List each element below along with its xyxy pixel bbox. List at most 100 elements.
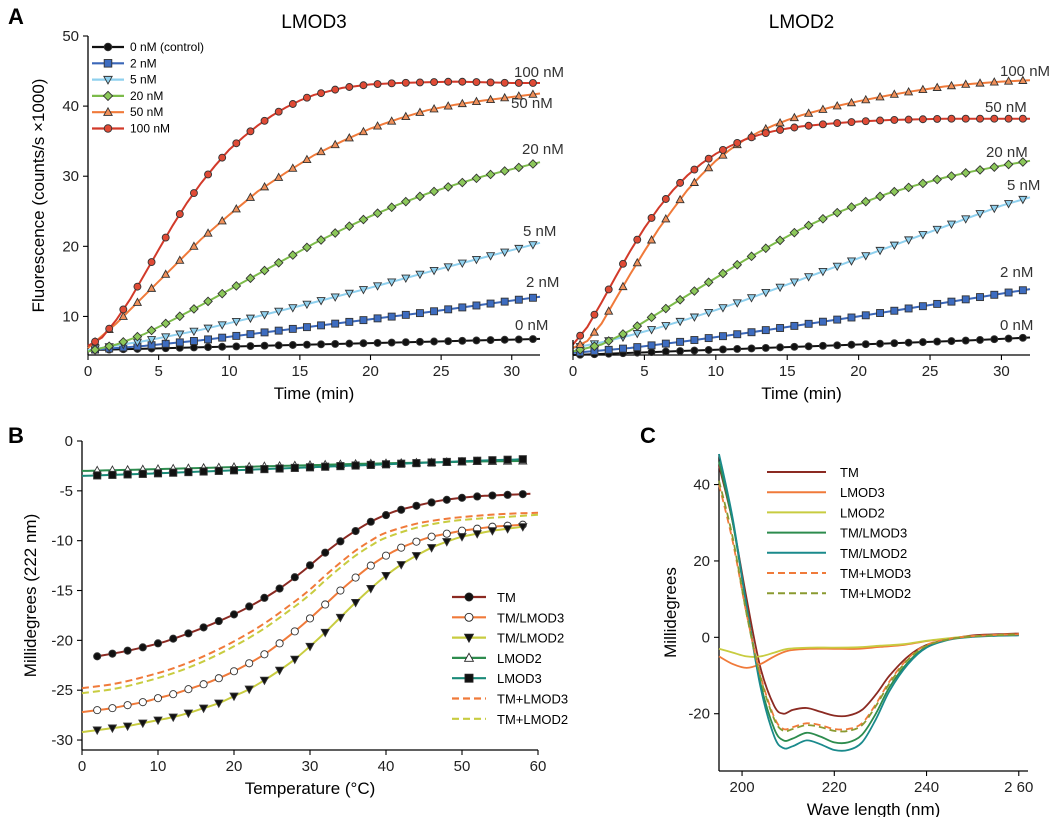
series-2-nm xyxy=(572,286,1031,357)
data-point xyxy=(472,301,481,310)
data-point xyxy=(138,643,147,652)
data-point xyxy=(415,78,424,87)
data-point xyxy=(245,602,254,611)
legend-label: TM/LMOD3 xyxy=(497,610,564,625)
data-point xyxy=(676,178,685,187)
data-point xyxy=(443,101,453,110)
data-point xyxy=(486,299,495,308)
data-point xyxy=(429,267,439,276)
data-point xyxy=(168,713,178,723)
data-point xyxy=(860,196,871,207)
data-point xyxy=(918,302,927,311)
data-point xyxy=(775,235,785,246)
legend-label: TM+LMOD2 xyxy=(497,712,568,727)
y-tick-label: -10 xyxy=(51,533,73,550)
data-point xyxy=(412,537,421,546)
data-point xyxy=(975,78,985,87)
data-point xyxy=(861,252,871,261)
data-point xyxy=(876,309,884,317)
data-point xyxy=(320,628,330,638)
data-point xyxy=(321,548,330,557)
data-point xyxy=(214,466,223,475)
data-point xyxy=(946,220,957,230)
data-point xyxy=(229,667,239,676)
y-tick-label: -15 xyxy=(51,583,73,600)
end-label: 2 nM xyxy=(1000,264,1033,281)
data-point xyxy=(123,470,132,479)
data-point xyxy=(184,468,193,477)
data-point xyxy=(217,215,227,225)
data-point xyxy=(199,680,208,689)
data-point xyxy=(426,544,437,553)
data-point xyxy=(632,257,642,267)
data-point xyxy=(618,281,628,291)
data-point xyxy=(214,699,224,709)
x-tick-label: 0 xyxy=(569,363,577,380)
data-point xyxy=(458,303,467,312)
data-point xyxy=(703,277,714,288)
data-point xyxy=(457,493,467,502)
data-point xyxy=(818,341,827,350)
data-point xyxy=(411,552,422,561)
series-line xyxy=(718,484,1019,731)
data-point xyxy=(1003,159,1014,170)
chart-title: LMOD2 xyxy=(769,12,834,33)
data-point xyxy=(500,248,510,257)
data-point xyxy=(245,314,256,324)
data-point xyxy=(321,462,330,471)
data-point xyxy=(316,297,326,306)
data-point xyxy=(732,299,742,308)
data-point xyxy=(632,321,643,331)
data-point xyxy=(747,133,756,142)
data-point xyxy=(732,259,743,270)
data-point xyxy=(160,318,171,329)
legend-label: LMOD3 xyxy=(840,485,885,500)
data-point xyxy=(503,490,512,499)
x-tick-label: 5 xyxy=(640,363,648,380)
data-point xyxy=(288,341,297,349)
data-point xyxy=(485,169,496,180)
y-tick-label: 40 xyxy=(693,477,710,494)
data-point xyxy=(514,79,523,87)
legend-swatch-marker xyxy=(103,124,113,133)
data-point xyxy=(486,78,495,87)
data-point xyxy=(918,338,927,347)
data-point xyxy=(499,166,510,176)
data-point xyxy=(833,315,842,324)
data-point xyxy=(718,268,728,279)
data-point xyxy=(473,492,482,501)
data-point xyxy=(676,337,685,346)
data-point xyxy=(458,336,467,345)
data-point xyxy=(217,288,228,299)
data-point xyxy=(146,283,157,292)
data-point xyxy=(471,255,482,265)
data-point xyxy=(904,115,913,124)
data-point xyxy=(485,94,496,104)
data-point xyxy=(471,173,482,184)
data-point xyxy=(132,331,143,342)
data-point xyxy=(288,324,297,333)
data-point xyxy=(427,498,436,507)
data-point xyxy=(775,117,785,127)
data-point xyxy=(302,154,312,163)
data-point xyxy=(427,458,436,467)
legend-label: LMOD2 xyxy=(497,651,542,666)
data-point xyxy=(818,120,827,129)
data-point xyxy=(761,129,770,138)
data-point xyxy=(246,330,255,339)
data-point xyxy=(704,162,714,172)
data-point xyxy=(646,235,657,244)
data-point xyxy=(415,270,425,280)
series-50-nm xyxy=(572,75,1031,349)
data-point xyxy=(789,227,800,238)
data-point xyxy=(473,456,482,465)
data-point xyxy=(457,177,468,188)
data-point xyxy=(444,305,453,314)
data-point xyxy=(500,78,509,87)
y-tick-label: 10 xyxy=(62,308,79,325)
data-point xyxy=(260,328,269,337)
series-line xyxy=(572,117,1030,346)
data-point xyxy=(976,335,984,344)
data-point xyxy=(429,186,439,197)
